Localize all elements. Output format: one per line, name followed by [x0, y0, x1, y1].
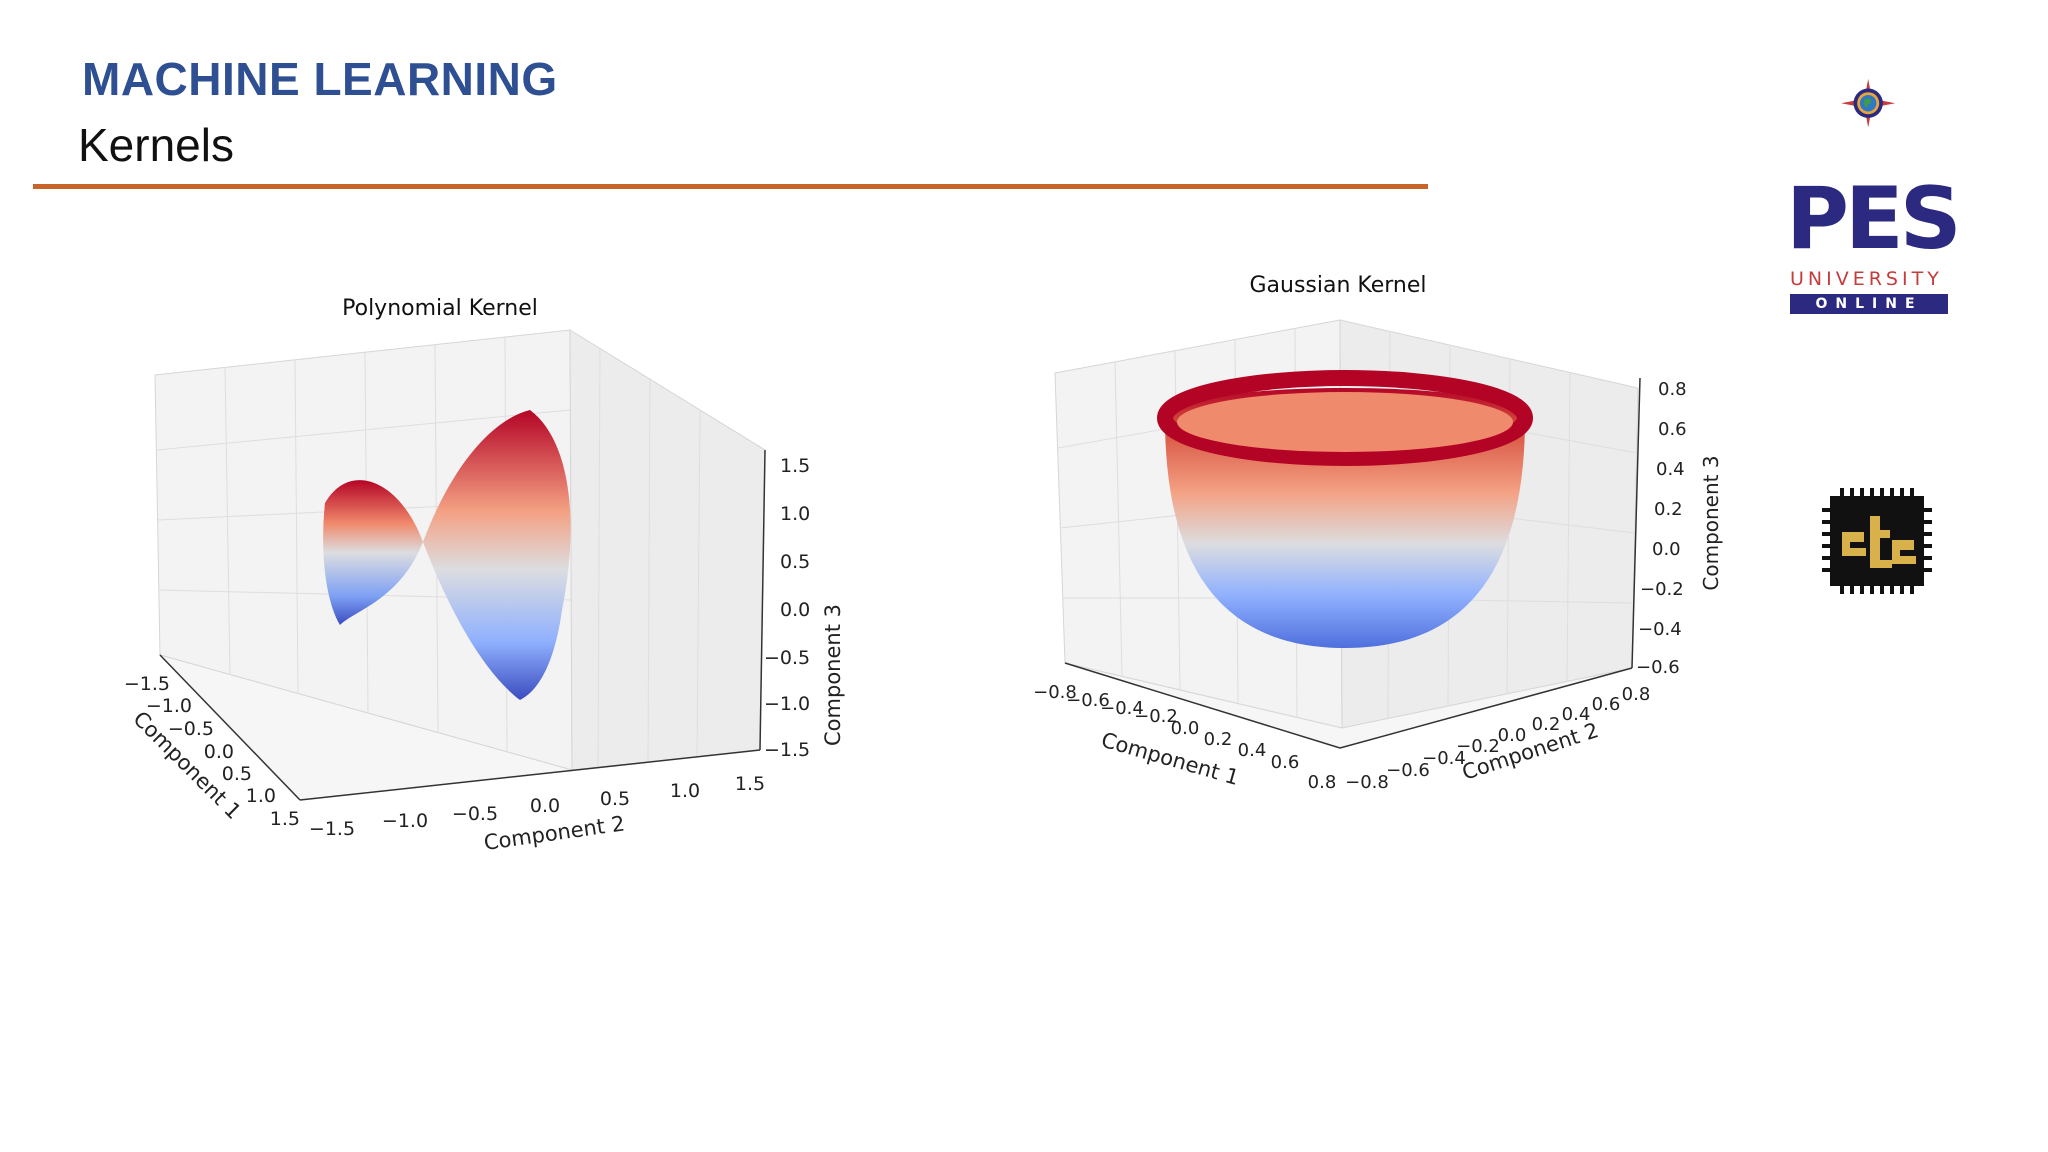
x-tick: −0.4 — [1100, 698, 1144, 719]
z-tick: 0.6 — [1658, 419, 1687, 440]
x-axis-line — [1064, 662, 1341, 749]
polynomial-surface-left — [323, 480, 423, 625]
z-tick: 0.0 — [780, 599, 810, 621]
x-tick: 0.0 — [204, 741, 234, 763]
x-tick: 1.0 — [246, 785, 276, 807]
y-tick: −0.4 — [1422, 748, 1466, 769]
y-tick: 0.8 — [1622, 684, 1651, 705]
x-tick: 1.5 — [270, 808, 300, 830]
y-tick: −0.2 — [1456, 736, 1500, 757]
chart-title: Polynomial Kernel — [342, 296, 538, 321]
y-axis-label: Component 2 — [482, 811, 626, 855]
x-tick: 0.2 — [1204, 729, 1233, 750]
gaussian-bowl-rim — [1157, 370, 1533, 466]
z-axis-label: Component 3 — [1699, 455, 1723, 590]
x-tick: 0.8 — [1308, 772, 1337, 793]
x-tick: −0.2 — [1134, 706, 1178, 727]
polynomial-kernel-chart: Polynomial Kernel −1.5 −1.0 −0.5 0.0 0.5… — [124, 296, 845, 855]
x-tick: −0.5 — [168, 718, 214, 740]
z-tick: −0.5 — [764, 647, 810, 669]
z-tick: 1.0 — [780, 503, 810, 525]
y-tick: 1.5 — [735, 773, 765, 795]
z-tick: 0.8 — [1658, 379, 1687, 400]
z-tick: −1.0 — [764, 693, 810, 715]
y-tick: 0.5 — [600, 788, 630, 810]
y-tick: −0.5 — [452, 803, 498, 825]
header-divider — [33, 184, 1428, 189]
y-tick: −1.5 — [309, 818, 355, 840]
z-tick: −0.4 — [1638, 619, 1682, 640]
compass-emblem-icon — [1841, 78, 1896, 128]
x-tick: 0.6 — [1271, 752, 1300, 773]
y-tick: −1.0 — [382, 810, 428, 832]
z-tick: 0.2 — [1654, 499, 1683, 520]
y-tick: 0.6 — [1592, 694, 1621, 715]
chart-title: Gaussian Kernel — [1249, 273, 1426, 298]
x-tick: −1.5 — [124, 673, 170, 695]
y-tick: 0.4 — [1562, 704, 1591, 725]
x-tick: 0.4 — [1238, 740, 1267, 761]
x-tick: 0.0 — [1171, 718, 1200, 739]
z-tick: 0.5 — [780, 551, 810, 573]
y-tick: 0.0 — [1498, 725, 1527, 746]
x-tick: −1.0 — [146, 695, 192, 717]
y-tick: −0.6 — [1386, 760, 1430, 781]
y-axis-line — [299, 749, 761, 801]
y-tick: −0.8 — [1345, 772, 1389, 793]
logo-subtitle: UNIVERSITY — [1790, 268, 1943, 290]
logo-wordmark: PES — [1786, 169, 1962, 269]
course-title: MACHINE LEARNING — [82, 53, 558, 105]
y-tick: 0.0 — [530, 795, 560, 817]
gaussian-kernel-chart: Gaussian Kernel −0.8 −0.6 −0.4 −0.2 0.0 … — [1033, 273, 1723, 793]
z-tick: −1.5 — [764, 739, 810, 761]
x-tick: 0.5 — [222, 763, 252, 785]
gaussian-bowl-inner — [1177, 392, 1513, 452]
ece-chip-logo-icon — [1822, 488, 1932, 594]
x-tick: −0.8 — [1033, 682, 1077, 703]
logo-band: ONLINE — [1790, 294, 1948, 314]
z-tick: −0.2 — [1640, 579, 1684, 600]
polynomial-surface-right — [423, 410, 571, 700]
y-axis-line — [1339, 667, 1633, 749]
x-axis-line — [159, 654, 301, 801]
y-tick: 1.0 — [670, 780, 700, 802]
z-axis-line — [1631, 377, 1641, 669]
z-axis-line — [759, 449, 766, 751]
x-tick: −0.6 — [1066, 690, 1110, 711]
y-tick: 0.2 — [1532, 714, 1561, 735]
z-tick: 0.4 — [1656, 459, 1685, 480]
z-tick: −0.6 — [1636, 657, 1680, 678]
z-tick: 1.5 — [780, 455, 810, 477]
z-axis-label: Component 3 — [821, 604, 845, 746]
z-tick: 0.0 — [1652, 539, 1681, 560]
topic-title: Kernels — [78, 119, 234, 171]
